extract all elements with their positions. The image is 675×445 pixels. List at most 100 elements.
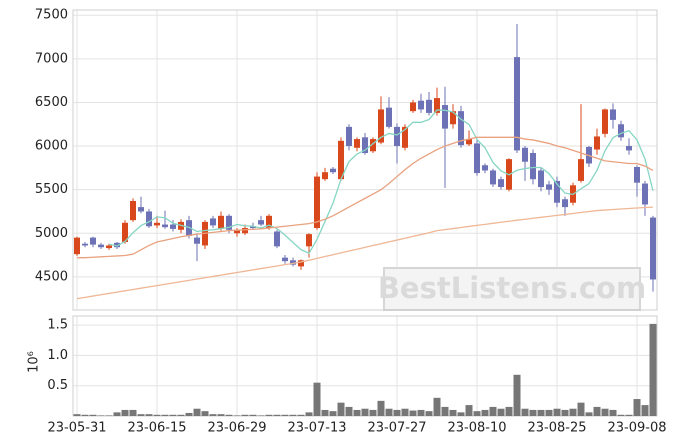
volume-bar (145, 414, 153, 416)
volume-bar (465, 405, 473, 416)
volume-bar (441, 406, 449, 416)
volume-bar (457, 412, 465, 416)
candle-body (258, 220, 264, 225)
candle-body (354, 139, 360, 148)
volume-frame (72, 315, 658, 417)
volume-bar (329, 411, 337, 416)
candle-body (82, 243, 88, 246)
candle-body (602, 109, 608, 134)
candle-body (594, 136, 600, 150)
volume-bar (401, 408, 409, 416)
candle-body (170, 224, 176, 229)
volume-bar (233, 415, 241, 416)
volume-bar (185, 412, 193, 416)
volume-bar (569, 408, 577, 416)
candle-body (322, 172, 328, 180)
y-tick-label: 4500 (35, 269, 68, 284)
volume-bar (409, 410, 417, 416)
price-frame (72, 9, 658, 311)
volume-bar (97, 415, 105, 416)
volume-bar (209, 414, 217, 416)
watermark: BestListens.com (378, 271, 646, 305)
candle-body (458, 111, 464, 146)
volume-bar (129, 409, 137, 416)
volume-bar (337, 402, 345, 416)
volume-bar (521, 408, 529, 416)
volume-bar (489, 406, 497, 416)
volume-bar (473, 411, 481, 416)
volume-bar (553, 408, 561, 416)
volume-bar (193, 408, 201, 416)
volume-offset: 10⁶ (27, 351, 42, 373)
candle-body (626, 146, 632, 151)
candle-body (242, 228, 248, 234)
y-tick-label: 5500 (35, 182, 68, 197)
volume-bar (89, 414, 97, 416)
moving-average-line (77, 136, 654, 259)
candle-body (546, 184, 552, 190)
volume-bar (321, 409, 329, 416)
volume-bar (265, 414, 273, 416)
volume-bar (369, 409, 377, 416)
candle-body (402, 126, 408, 148)
volume-bar (177, 414, 185, 416)
y-tick-label: 6500 (35, 95, 68, 110)
volume-bar (385, 408, 393, 416)
y-tick-label: 7500 (35, 8, 68, 23)
volume-bar (593, 406, 601, 416)
volume-bar (305, 412, 313, 416)
candle-body (234, 229, 240, 234)
candle-body (434, 98, 440, 113)
volume-bar (345, 406, 353, 416)
y-tick-label: 6000 (35, 139, 68, 154)
candle-body (274, 231, 280, 247)
volume-bar (529, 409, 537, 416)
y-tick-label: 5000 (35, 226, 68, 241)
candle-body (114, 242, 120, 248)
candle-body (610, 109, 616, 120)
candle-body (538, 170, 544, 188)
volume-bar (217, 414, 225, 416)
candle-body (522, 147, 528, 162)
moving-average-line (76, 206, 654, 300)
candle-body (346, 126, 352, 147)
moving-average-line (108, 109, 654, 255)
candle-body (194, 237, 200, 244)
x-tick-label: 23-06-29 (207, 421, 266, 436)
y-tick-label: 7000 (35, 51, 68, 66)
candle-body (426, 99, 432, 113)
volume-bar (649, 323, 657, 416)
volume-bar (313, 382, 321, 416)
candle-body (562, 199, 568, 208)
candle-body (530, 153, 536, 180)
volume-bar (449, 409, 457, 416)
volume-bar (289, 414, 297, 416)
candle-body (90, 237, 96, 245)
candle-body (122, 222, 128, 242)
candle-body (482, 165, 488, 171)
grid-layer (73, 10, 657, 416)
candle-body (362, 137, 368, 154)
candle-body (74, 237, 80, 255)
volume-bar (121, 409, 129, 416)
candle-body (642, 183, 648, 205)
volume-bar (561, 409, 569, 416)
volume-bar (497, 408, 505, 416)
candle-body (514, 57, 520, 151)
volume-bar (601, 408, 609, 416)
volume-bar (609, 409, 617, 416)
y-tick-label: 1.5 (47, 318, 68, 333)
candle-body (306, 234, 312, 247)
candle-body (162, 224, 168, 228)
volume-bar (137, 414, 145, 416)
candle-body (450, 111, 456, 125)
volume-bar (513, 374, 521, 416)
candle-body (130, 200, 136, 221)
candle-body (466, 139, 472, 145)
volume-bar (153, 414, 161, 416)
volume-bar (641, 405, 649, 416)
candle-body (474, 143, 480, 174)
candle-body (146, 211, 152, 227)
y-tick-label: 1.0 (47, 348, 68, 363)
